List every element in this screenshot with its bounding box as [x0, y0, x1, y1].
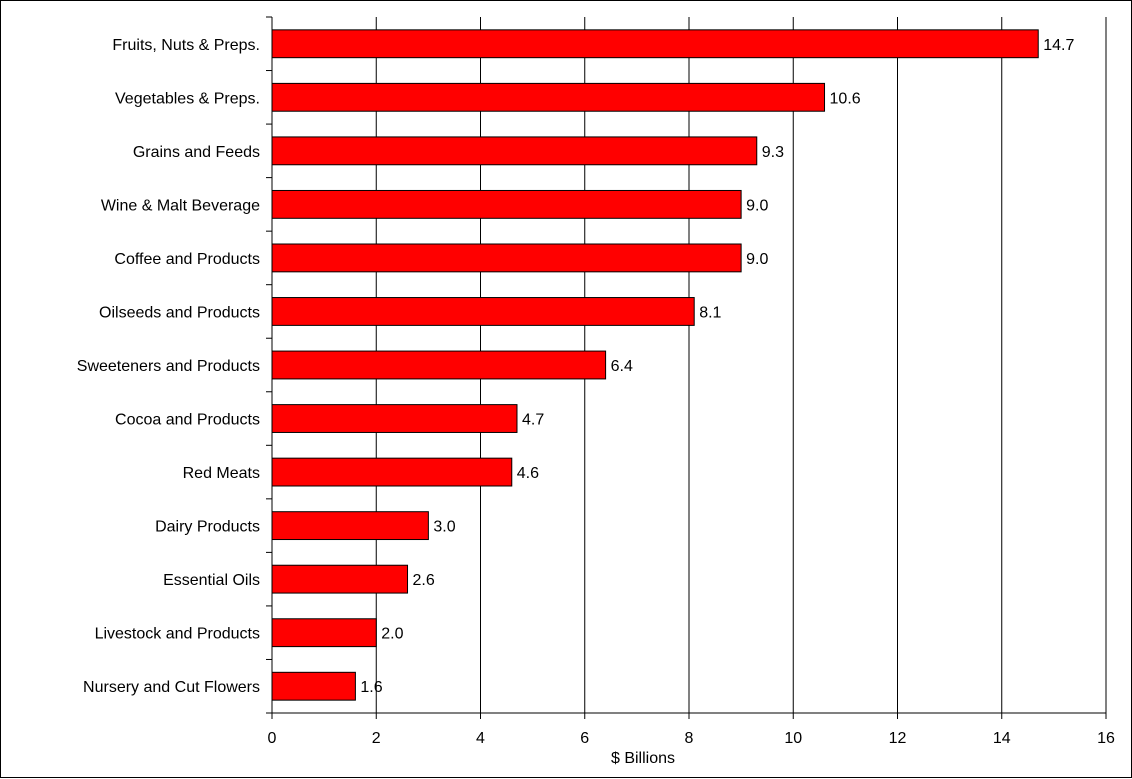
x-tick-label: 6 — [580, 730, 589, 747]
category-label: Sweeteners and Products — [77, 358, 260, 375]
bar — [271, 189, 742, 219]
bar — [271, 29, 1039, 59]
category-label: Coffee and Products — [114, 251, 260, 268]
bar — [271, 350, 607, 380]
category-label: Cocoa and Products — [115, 412, 260, 429]
category-label: Fruits, Nuts & Preps. — [112, 37, 260, 54]
x-tick-label: 2 — [372, 730, 381, 747]
axes — [266, 16, 1107, 719]
data-label: 8.1 — [699, 304, 721, 321]
bar — [271, 564, 409, 594]
bar — [271, 82, 826, 112]
x-axis-title: $ Billions — [611, 750, 675, 767]
x-tick-label: 12 — [889, 730, 907, 747]
data-label: 4.7 — [522, 412, 544, 429]
data-label: 10.6 — [830, 90, 861, 107]
data-label: 9.0 — [746, 197, 768, 214]
bar — [271, 297, 695, 326]
data-label: 1.6 — [360, 679, 382, 696]
category-label: Red Meats — [183, 465, 260, 482]
category-label: Oilseeds and Products — [99, 304, 260, 321]
labels: 0 2 4 6 8 10 12 14 16 Fruits, Nuts & Preps. 14.7 Ve… — [77, 37, 1115, 747]
category-label: Vegetables & Preps. — [115, 90, 260, 107]
category-label: Wine & Malt Beverage — [101, 197, 260, 214]
category-label: Livestock and Products — [95, 626, 260, 643]
x-tick-label: 14 — [993, 730, 1011, 747]
x-tick-label: 16 — [1097, 730, 1115, 747]
data-label: 3.0 — [433, 519, 455, 536]
x-tick-label: 10 — [784, 730, 802, 747]
category-label: Nursery and Cut Flowers — [83, 679, 260, 696]
bar — [271, 457, 513, 487]
bar — [271, 404, 518, 433]
bar — [271, 671, 356, 701]
bars — [271, 29, 1039, 701]
bar — [271, 243, 742, 273]
bar — [271, 136, 758, 166]
bar — [271, 618, 377, 648]
category-label: Dairy Products — [155, 519, 260, 536]
data-label: 2.0 — [381, 626, 403, 643]
bar — [271, 511, 429, 541]
category-label: Grains and Feeds — [133, 144, 260, 161]
data-label: 9.0 — [746, 251, 768, 268]
x-tick-label: 4 — [476, 730, 485, 747]
x-tick-label: 0 — [268, 730, 277, 747]
x-tick-label: 8 — [685, 730, 694, 747]
data-label: 6.4 — [611, 358, 633, 375]
data-label: 4.6 — [517, 465, 539, 482]
data-label: 14.7 — [1043, 37, 1074, 54]
category-label: Essential Oils — [163, 572, 260, 589]
data-label: 9.3 — [762, 144, 784, 161]
data-label: 2.6 — [413, 572, 435, 589]
